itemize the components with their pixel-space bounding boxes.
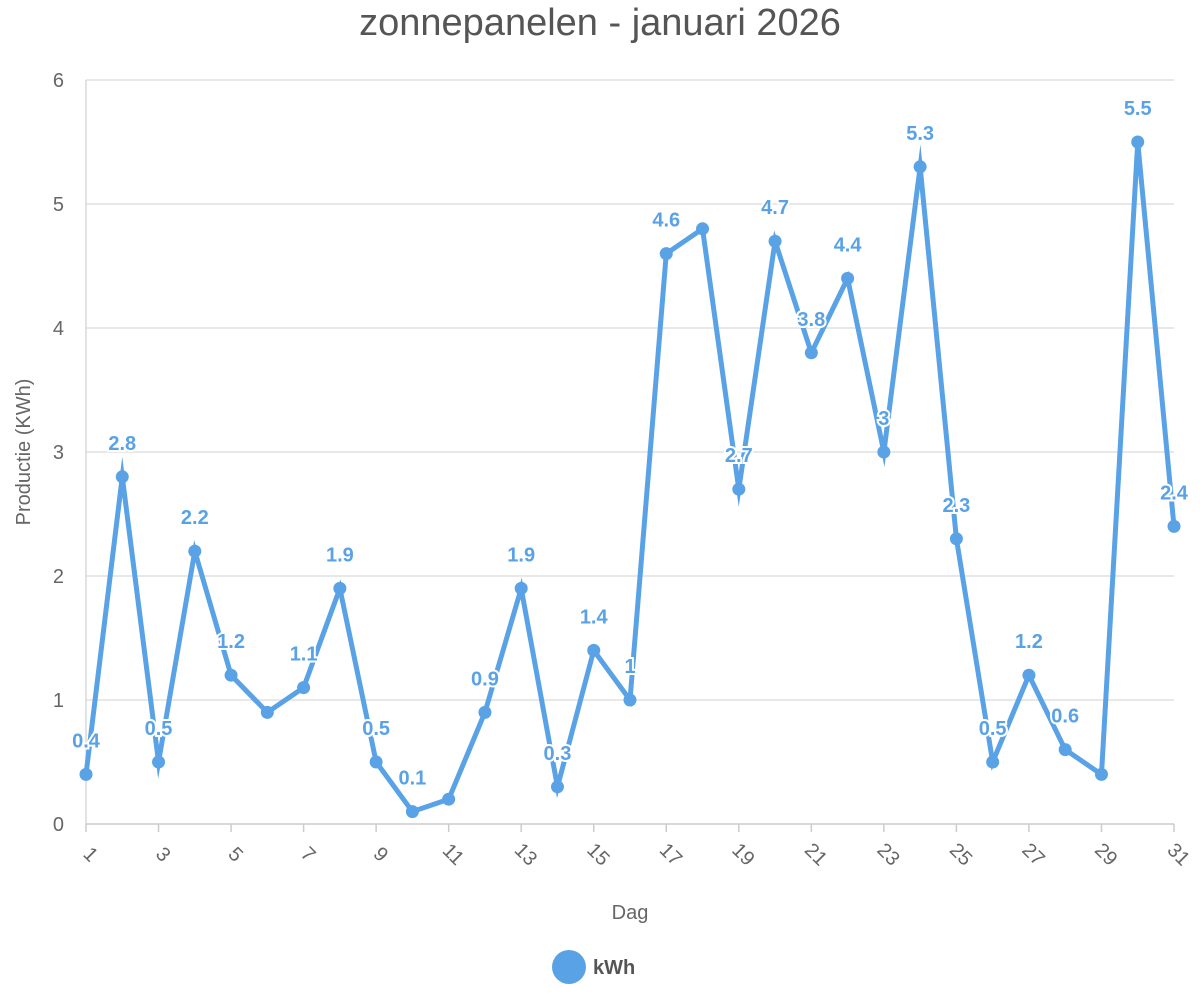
data-label: 2.3 xyxy=(942,495,970,517)
data-labels-layer: 0.4 2.8 0.5 2.2 1.2 1.1 1.9 0.5 0.1 0.9 1.9 0.3 1.4 1… xyxy=(70,96,1191,792)
data-label: 3.8 xyxy=(797,309,825,331)
legend[interactable]: kWh xyxy=(552,950,635,984)
data-point[interactable] xyxy=(696,222,710,236)
data-point[interactable] xyxy=(587,643,601,657)
x-axis-ticks: 1 3 5 7 9 11 13 15 17 19 21 23 25 27 29 31 xyxy=(79,824,1194,870)
data-label: 1.4 xyxy=(580,606,609,628)
data-label: 0.5 xyxy=(362,718,390,740)
data-point[interactable] xyxy=(1167,519,1181,533)
chart-title: zonnepanelen - januari 2026 xyxy=(359,2,841,44)
x-tick-label: 27 xyxy=(1018,839,1049,870)
data-label: 0.3 xyxy=(544,743,572,765)
data-label: 1 xyxy=(624,656,635,678)
x-tick-label: 29 xyxy=(1090,839,1121,870)
data-label: 0.9 xyxy=(471,668,499,690)
legend-marker[interactable] xyxy=(552,950,586,984)
x-tick-label: 15 xyxy=(582,839,613,870)
data-point[interactable] xyxy=(224,668,238,682)
data-point[interactable] xyxy=(369,755,383,769)
data-label: 1.9 xyxy=(507,544,535,566)
data-point[interactable] xyxy=(514,581,528,595)
data-point[interactable] xyxy=(1094,767,1108,781)
x-tick-label: 11 xyxy=(438,840,468,870)
data-label: 1.2 xyxy=(217,631,245,653)
data-point[interactable] xyxy=(877,445,891,459)
data-label: 3 xyxy=(878,408,889,430)
data-point[interactable] xyxy=(115,470,129,484)
data-point[interactable] xyxy=(986,755,1000,769)
x-axis-title: Dag xyxy=(612,902,649,924)
x-tick-label: 21 xyxy=(800,839,831,870)
data-point[interactable] xyxy=(297,681,311,695)
x-tick-label: 5 xyxy=(224,843,247,866)
data-label: 0.4 xyxy=(72,730,101,752)
data-label: 0.6 xyxy=(1051,706,1079,728)
y-axis-ticks: 0 1 2 3 4 5 6 xyxy=(53,70,64,836)
x-tick-label: 31 xyxy=(1163,839,1194,870)
data-label: 0.1 xyxy=(398,768,426,790)
data-point[interactable] xyxy=(913,160,927,174)
y-axis-title: Productie (KWh) xyxy=(13,379,35,526)
data-point[interactable] xyxy=(949,532,963,546)
data-point[interactable] xyxy=(152,755,166,769)
data-point[interactable] xyxy=(1058,743,1072,757)
data-label: 5.3 xyxy=(906,123,934,145)
y-tick-label: 5 xyxy=(53,194,64,216)
data-point[interactable] xyxy=(841,271,855,285)
data-point[interactable] xyxy=(768,234,782,248)
x-tick-label: 1 xyxy=(79,843,102,866)
series-line-kwh xyxy=(83,141,1177,815)
data-point[interactable] xyxy=(405,805,419,819)
data-point[interactable] xyxy=(659,247,673,261)
grid-lines xyxy=(86,79,1174,701)
data-point[interactable] xyxy=(79,767,93,781)
x-tick-label: 19 xyxy=(727,839,758,870)
data-label: 1.9 xyxy=(326,544,354,566)
legend-label[interactable]: kWh xyxy=(593,957,635,979)
data-label: 4.7 xyxy=(761,197,789,219)
x-tick-label: 23 xyxy=(872,839,903,870)
y-tick-label: 3 xyxy=(53,442,64,464)
x-tick-label: 7 xyxy=(296,843,319,866)
x-tick-label: 25 xyxy=(945,839,976,870)
data-points-layer xyxy=(79,135,1181,819)
data-label: 5.5 xyxy=(1124,98,1152,120)
data-point[interactable] xyxy=(804,346,818,360)
data-label: 4.6 xyxy=(652,210,680,232)
y-tick-label: 0 xyxy=(53,814,64,836)
y-tick-label: 6 xyxy=(53,70,64,92)
data-label: 0.5 xyxy=(145,718,173,740)
data-point[interactable] xyxy=(1022,668,1036,682)
axes xyxy=(85,80,1174,825)
data-label: 4.4 xyxy=(834,234,863,256)
data-label: 2.8 xyxy=(108,433,136,455)
y-tick-label: 4 xyxy=(53,318,64,340)
data-label: 0.5 xyxy=(979,718,1007,740)
data-label: 1.1 xyxy=(290,644,318,666)
data-point[interactable] xyxy=(732,482,746,496)
x-tick-label: 3 xyxy=(151,843,174,866)
data-point[interactable] xyxy=(442,792,456,806)
y-tick-label: 2 xyxy=(53,566,64,588)
data-label: 2.4 xyxy=(1160,482,1189,504)
data-point[interactable] xyxy=(623,693,637,707)
data-point[interactable] xyxy=(478,705,492,719)
series-line-layer xyxy=(83,141,1177,815)
x-tick-label: 13 xyxy=(510,839,541,870)
data-point[interactable] xyxy=(188,544,202,558)
data-point[interactable] xyxy=(550,780,564,794)
data-point[interactable] xyxy=(1131,135,1145,149)
x-tick-label: 9 xyxy=(369,843,392,866)
data-point[interactable] xyxy=(333,581,347,595)
data-label: 2.7 xyxy=(725,445,753,467)
data-point[interactable] xyxy=(260,705,274,719)
data-label: 1.2 xyxy=(1015,631,1043,653)
y-tick-label: 1 xyxy=(53,690,64,712)
x-tick-label: 17 xyxy=(655,839,686,870)
data-label: 2.2 xyxy=(181,507,209,529)
